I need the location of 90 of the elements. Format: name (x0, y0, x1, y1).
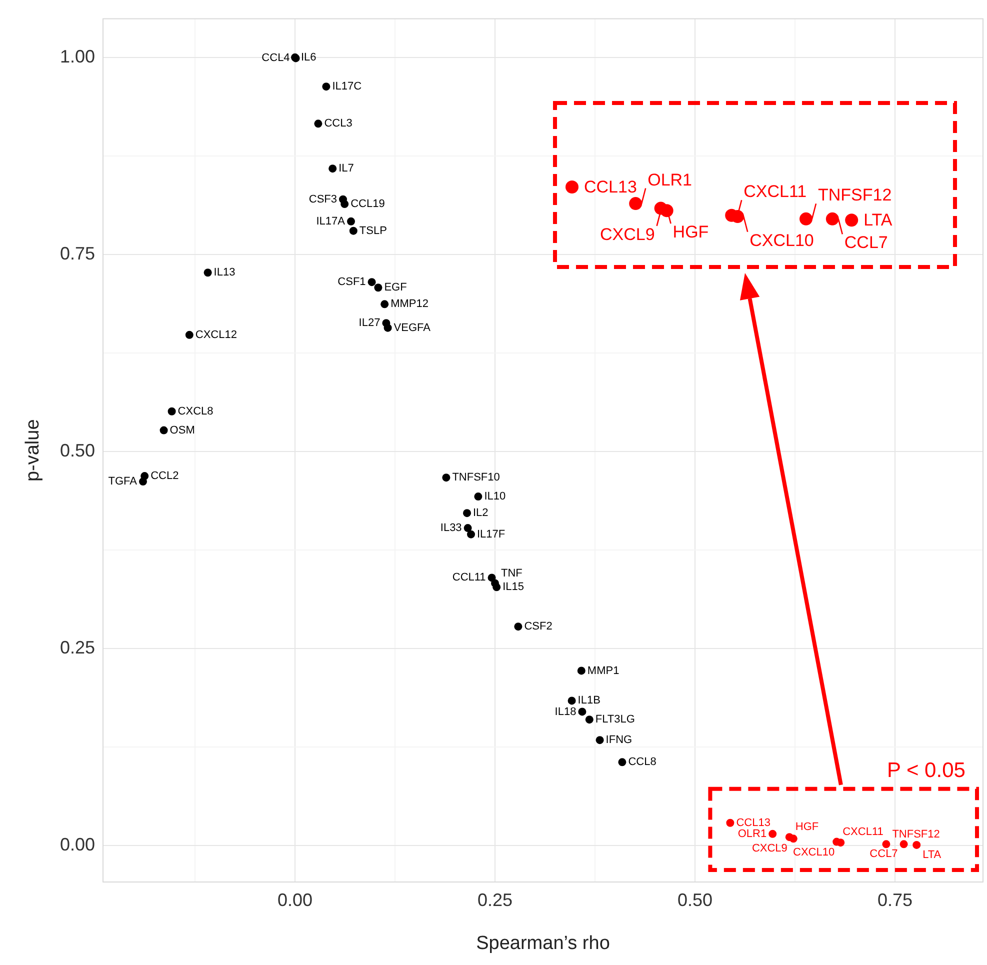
annotation: IL17A (316, 215, 346, 228)
point (185, 330, 194, 339)
annotation: IL13 (214, 266, 236, 279)
point (726, 818, 734, 827)
y-tick-label: 1.00 (60, 46, 95, 66)
annotation: CSF2 (524, 620, 552, 633)
point (492, 583, 501, 592)
point (204, 268, 212, 277)
point (322, 82, 330, 91)
annotation: TNF (501, 567, 523, 580)
point (384, 324, 392, 332)
point (882, 840, 890, 848)
y-axis-title: p-value (22, 419, 44, 482)
annotation: CXCL11 (842, 826, 884, 838)
point (900, 840, 908, 848)
point (474, 492, 482, 501)
annotation: TNFSF12 (892, 828, 940, 840)
x-tick-label: 0.25 (477, 890, 513, 910)
annotation: OSM (170, 424, 195, 436)
annotation: TNFSF10 (452, 472, 500, 484)
x-tick-label: 0.00 (277, 890, 313, 910)
annotation: CSF1 (338, 276, 366, 288)
annotation: CCL19 (350, 198, 385, 210)
point (314, 120, 322, 128)
annotation: IL17C (332, 80, 362, 93)
point (464, 524, 472, 532)
point (349, 226, 358, 235)
x-tick-label: 0.50 (677, 890, 713, 910)
x-axis-title: Spearman’s rho (476, 932, 610, 954)
annotation: MMP1 (587, 664, 620, 677)
annotation: CCL11 (452, 572, 486, 584)
annotation: CCL2 (150, 470, 179, 482)
annotation: HGF (795, 821, 819, 834)
annotation: CCL3 (324, 118, 352, 130)
point (442, 474, 450, 482)
point (160, 426, 168, 434)
y-tick-label: 0.00 (60, 834, 95, 855)
annotation: P < 0.05 (887, 758, 966, 783)
point (368, 278, 376, 286)
point (578, 708, 586, 716)
annotation: CCL4 (262, 52, 290, 64)
annotation: IL33 (440, 522, 462, 534)
annotation: LTA (922, 848, 942, 861)
annotation: CXCL9 (752, 842, 788, 855)
point (463, 509, 471, 518)
annotation: VEGFA (394, 322, 432, 334)
point (596, 736, 604, 744)
point (568, 696, 576, 705)
annotation: CXCL8 (178, 405, 214, 418)
annotation: IL10 (484, 490, 506, 503)
point (514, 622, 522, 631)
annotation: IL1B (578, 694, 600, 707)
annotation: CXCL12 (195, 328, 237, 341)
annotation: CCL13 (736, 816, 770, 829)
point (577, 666, 586, 675)
annotation: OLR1 (738, 828, 767, 840)
annotation: IL27 (358, 317, 380, 330)
point (328, 164, 337, 173)
annotation: FLT3LG (595, 714, 635, 726)
annotation: TSLP (359, 224, 387, 237)
annotation: EGF (384, 282, 408, 294)
x-tick-label: 0.75 (877, 890, 913, 910)
point (585, 716, 594, 724)
annotation: IFNG (606, 734, 632, 746)
point (340, 200, 349, 208)
y-tick-label: 0.50 (60, 440, 95, 461)
annotation: IL7 (338, 162, 354, 175)
annotation: MMP12 (390, 298, 429, 310)
y-tick-label: 0.75 (60, 243, 95, 264)
point (618, 758, 626, 766)
annotation: TGFA (108, 476, 138, 488)
annotation: IL6 (301, 51, 316, 64)
y-tick-label: 0.25 (60, 638, 95, 658)
annotation: CXCL10 (793, 846, 835, 859)
annotation: CSF3 (308, 193, 338, 206)
point (374, 284, 382, 292)
annotation: IL17F (477, 528, 506, 540)
annotation: IL15 (502, 581, 524, 594)
point (347, 217, 355, 226)
annotation: IL2 (473, 507, 488, 520)
annotation: CCL7 (870, 848, 898, 860)
point (768, 830, 777, 838)
point (380, 300, 389, 308)
annotation: IL18 (554, 706, 576, 718)
point (467, 530, 475, 538)
point (168, 407, 176, 416)
point (912, 840, 921, 849)
annotation: CCL8 (628, 756, 656, 768)
point (139, 478, 147, 486)
point (789, 834, 798, 843)
